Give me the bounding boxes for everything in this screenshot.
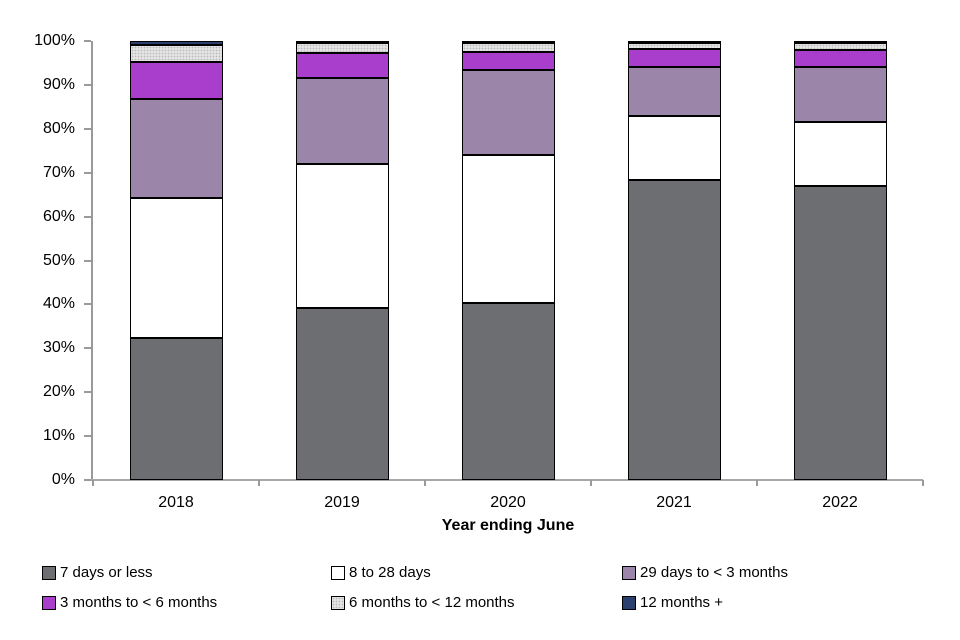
x-axis-title: Year ending June: [441, 517, 575, 534]
y-tick-label: 80%: [42, 119, 75, 137]
y-tick-label: 20%: [42, 383, 75, 401]
x-axis-tick: [756, 480, 758, 486]
y-axis-tick: [84, 40, 91, 42]
legend-item: 29 days to < 3 months: [622, 564, 788, 581]
bar-2022: [793, 41, 887, 480]
y-axis-tick: [84, 303, 91, 306]
x-axis-tick: [424, 480, 426, 486]
bar-segment: [129, 41, 223, 45]
legend-item: 6 months to < 12 months: [331, 594, 515, 611]
legend-label: 3 months to < 6 months: [60, 594, 218, 611]
y-tick-label: 50%: [42, 251, 75, 269]
legend-label: 29 days to < 3 months: [640, 564, 789, 581]
x-axis-tick: [258, 480, 260, 486]
bar-segment: [793, 122, 887, 186]
bar-segment: [461, 69, 555, 155]
legend-swatch: [42, 595, 56, 610]
bar-segment: [627, 180, 721, 480]
y-tick-label: 70%: [42, 163, 75, 181]
y-axis-tick: [84, 391, 91, 394]
bar-segment: [295, 77, 389, 165]
legend-swatch: [622, 565, 636, 580]
legend-item: 12 months +: [622, 594, 723, 611]
x-tick-label: 2020: [490, 494, 526, 511]
bar-segment: [461, 42, 555, 53]
y-axis-tick: [84, 479, 91, 481]
bar-segment: [295, 53, 389, 78]
bar-segment: [295, 307, 389, 480]
y-axis-line: [91, 41, 93, 480]
y-tick-label: 10%: [42, 427, 75, 445]
legend-item: 3 months to < 6 months: [42, 594, 217, 611]
bar-segment: [129, 337, 223, 480]
bar-segment: [627, 66, 721, 117]
x-axis-tick: [922, 480, 924, 486]
bar-segment: [461, 52, 555, 70]
y-axis-tick: [84, 347, 91, 350]
legend-item: 7 days or less: [42, 564, 153, 581]
x-tick-label: 2018: [158, 494, 194, 511]
bar-segment: [295, 41, 389, 44]
y-tick-label: 90%: [42, 75, 75, 93]
y-axis-tick: [84, 215, 91, 218]
y-axis-tick: [84, 171, 91, 174]
x-axis-tick: [590, 480, 592, 486]
bar-segment: [627, 116, 721, 181]
x-tick-label: 2021: [656, 494, 692, 511]
y-tick-label: 100%: [34, 32, 75, 49]
y-tick-label: 40%: [42, 295, 75, 313]
bar-segment: [627, 48, 721, 67]
bar-segment: [793, 185, 887, 480]
bar-2020: [461, 40, 555, 480]
legend-label: 7 days or less: [60, 564, 153, 581]
y-tick-label: 60%: [42, 207, 75, 225]
bar-2018: [129, 41, 223, 480]
bar-segment: [793, 41, 887, 44]
bar-segment: [627, 42, 721, 49]
bar-segment: [793, 66, 887, 123]
bar-segment: [129, 61, 223, 99]
bar-segment: [793, 43, 887, 50]
legend-swatch: [331, 565, 345, 580]
x-axis-tick: [92, 480, 94, 486]
bar-segment: [129, 44, 223, 62]
bar-segment: [793, 49, 887, 67]
legend-label: 6 months to < 12 months: [349, 594, 515, 611]
bar-segment: [295, 43, 389, 54]
y-axis-tick: [84, 83, 91, 86]
legend-swatch: [42, 565, 56, 580]
bar-segment: [129, 197, 223, 338]
y-tick-label: 30%: [42, 339, 75, 357]
x-axis-line: [85, 479, 923, 481]
y-axis-tick: [84, 259, 91, 262]
x-tick-label: 2022: [822, 494, 858, 511]
bar-2019: [295, 41, 389, 480]
bar-segment: [129, 98, 223, 198]
y-axis-tick: [84, 127, 91, 130]
bar-segment: [461, 40, 555, 43]
bar-segment: [295, 164, 389, 308]
legend-swatch: [331, 595, 345, 610]
x-tick-label: 2019: [324, 494, 360, 511]
legend-label: 8 to 28 days: [349, 564, 431, 581]
bar-segment: [461, 154, 555, 304]
legend-item: 8 to 28 days: [331, 564, 431, 581]
y-axis-tick: [84, 435, 91, 438]
bar-segment: [461, 303, 555, 480]
bar-segment: [627, 40, 721, 43]
y-tick-label: 0%: [51, 471, 75, 488]
bar-2021: [627, 40, 721, 480]
legend-label: 12 months +: [640, 594, 723, 611]
legend-swatch: [622, 595, 636, 610]
